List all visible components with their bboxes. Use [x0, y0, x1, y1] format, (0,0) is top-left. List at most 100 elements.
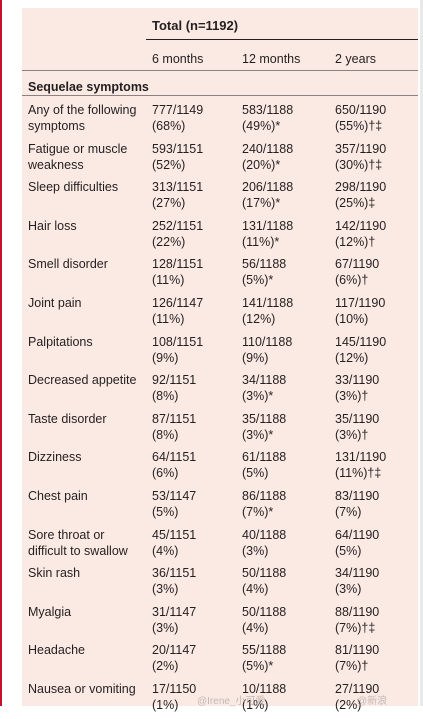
- count: 55/1188: [242, 643, 287, 658]
- row-label: Chest pain: [28, 489, 88, 503]
- count: 40/1188: [242, 527, 287, 542]
- count: 67/1190: [335, 257, 380, 272]
- value-6-months: 36/1151 (3%): [152, 565, 196, 597]
- value-12-months: 206/1188 (17%)*: [242, 179, 293, 211]
- percentage: (11%): [152, 312, 185, 326]
- count: 35/1190: [335, 411, 380, 426]
- percentage: (4%): [242, 620, 269, 635]
- count: 64/1190: [335, 527, 380, 542]
- value-6-months: 252/1151 (22%): [152, 218, 203, 250]
- row-label: Sore throat or difficult to swallow: [28, 527, 128, 558]
- percentage: (3%): [242, 543, 269, 558]
- row-label: Hair loss: [28, 218, 77, 233]
- count: 141/1188: [242, 296, 294, 310]
- count: 83/1190: [335, 489, 380, 503]
- value-6-months: 31/1147 (3%): [152, 604, 196, 636]
- table-row: Palpitations 108/1151 (9%) 110/1188 (9%) 145/…: [22, 334, 418, 372]
- percentage: (12%): [242, 312, 276, 326]
- count: 145/1190: [335, 334, 387, 349]
- table-row: Taste disorder 87/1151 (8%) 35/1188 (3%)* 35/…: [22, 411, 418, 449]
- row-label: Nausea or vomiting: [28, 682, 136, 696]
- count: 10/1188: [242, 682, 287, 696]
- count: 81/1190: [335, 643, 380, 658]
- table-row: Joint pain 126/1147 (11%) 141/1188 (12%) 117/…: [22, 295, 418, 333]
- percentage: (4%): [152, 543, 179, 558]
- value-2-years: 142/1190 (12%)†: [335, 218, 386, 250]
- value-12-months: 110/1188 (9%): [242, 334, 292, 366]
- section-title: Sequelae symptoms: [28, 80, 149, 94]
- table-row: Sore throat or difficult to swallow 45/11…: [22, 527, 418, 565]
- value-2-years: 650/1190 (55%)†‡: [335, 102, 386, 134]
- value-2-years: 83/1190 (7%): [335, 488, 379, 520]
- value-12-months: 61/1188 (5%): [242, 449, 286, 481]
- percentage: (7%)*: [242, 505, 274, 519]
- percentage: (8%): [152, 389, 179, 404]
- count: 128/1151: [152, 257, 204, 272]
- row-label: Fatigue or muscle weakness: [28, 141, 128, 172]
- count: 117/1190: [335, 296, 386, 310]
- percentage: (3%): [335, 582, 362, 597]
- percentage: (5%)*: [242, 273, 274, 288]
- value-6-months: 64/1151 (6%): [152, 449, 196, 481]
- header-rule: [146, 39, 418, 40]
- percentage: (30%)†‡: [335, 157, 383, 172]
- count: 34/1188: [242, 373, 287, 388]
- value-2-years: 357/1190 (30%)†‡: [335, 141, 386, 173]
- count: 357/1190: [335, 141, 387, 156]
- column-header-6-months: 6 months: [152, 52, 204, 66]
- count: 64/1151: [152, 450, 197, 465]
- count: 53/1147: [152, 489, 197, 503]
- percentage: (11%)†‡: [335, 466, 382, 481]
- count: 31/1147: [152, 604, 197, 619]
- value-6-months: 593/1151 (52%): [152, 141, 203, 173]
- count: 583/1188: [242, 103, 294, 117]
- results-table: Total (n=1192) 6 months 12 months 2 year…: [22, 8, 418, 712]
- row-label: Palpitations: [28, 334, 93, 349]
- value-6-months: 128/1151 (11%): [152, 256, 203, 288]
- table-row: Decreased appetite 92/1151 (8%) 34/1188 (3%)…: [22, 372, 418, 410]
- table-row: Sleep difficulties 313/1151 (27%) 206/1188(…: [22, 179, 418, 217]
- count: 86/1188: [242, 489, 287, 503]
- value-6-months: 53/1147 (5%): [152, 488, 196, 520]
- value-2-years: 298/1190 (25%)‡: [335, 179, 386, 211]
- count: 313/1151: [152, 180, 204, 195]
- value-12-months: 50/1188 (4%): [242, 565, 286, 597]
- value-12-months: 56/1188 (5%)*: [242, 256, 286, 288]
- count: 34/1190: [335, 566, 380, 581]
- row-label: Headache: [28, 643, 85, 658]
- value-6-months: 92/1151 (8%): [152, 372, 196, 404]
- table-row: Any of the following symptoms 777/1149 (68…: [22, 102, 418, 140]
- count: 650/1190: [335, 103, 387, 117]
- column-header-2-years: 2 years: [335, 52, 376, 66]
- percentage: (6%)†: [335, 273, 369, 288]
- table-row: Dizziness 64/1151 (6%) 61/1188 (5%) 131/1190(…: [22, 449, 418, 487]
- value-12-months: 55/1188 (5%)*: [242, 642, 286, 674]
- value-2-years: 145/1190 (12%): [335, 334, 386, 366]
- row-label: Taste disorder: [28, 411, 107, 426]
- value-12-months: 86/1188 (7%)*: [242, 488, 286, 520]
- value-2-years: 131/1190 (11%)†‡: [335, 449, 386, 481]
- count: 20/1147: [152, 643, 197, 658]
- percentage: (7%)†‡: [335, 620, 376, 635]
- percentage: (11%)*: [242, 234, 280, 249]
- value-6-months: 17/1150 (1%): [152, 681, 196, 713]
- count: 35/1188: [242, 411, 287, 426]
- count: 131/1188: [242, 218, 294, 233]
- percentage: (9%): [152, 350, 179, 365]
- count: 298/1190: [335, 180, 387, 195]
- count: 777/1149: [152, 103, 204, 117]
- value-12-months: 240/1188 (20%)*: [242, 141, 293, 173]
- count: 50/1188: [242, 604, 287, 619]
- value-6-months: 313/1151 (27%): [152, 179, 203, 211]
- left-accent-border: [0, 0, 2, 706]
- count: 45/1151: [152, 527, 197, 542]
- percentage: (27%): [152, 196, 186, 211]
- count: 142/1190: [335, 218, 387, 233]
- percentage: (17%)*: [242, 196, 281, 211]
- table-row: Myalgia 31/1147 (3%) 50/1188 (4%) 88/1190 (7%)…: [22, 604, 418, 642]
- percentage: (9%): [242, 350, 269, 365]
- value-2-years: 81/1190 (7%)†: [335, 642, 379, 674]
- count: 36/1151: [152, 566, 197, 581]
- value-6-months: 126/1147 (11%): [152, 295, 203, 327]
- value-2-years: 35/1190 (3%)†: [335, 411, 379, 443]
